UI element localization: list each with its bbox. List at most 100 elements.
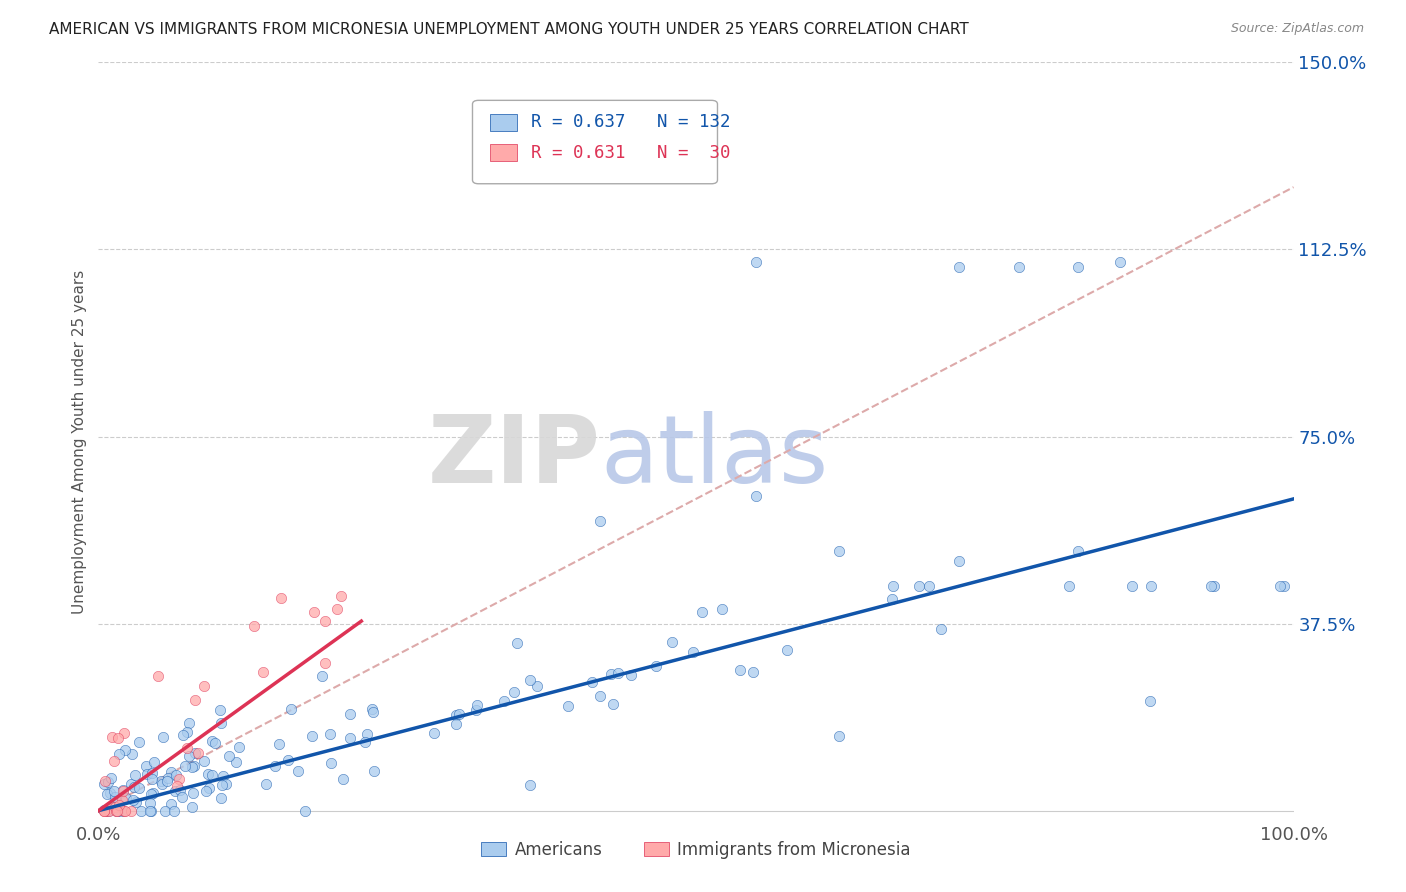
Point xyxy=(1057,579,1080,593)
Point xyxy=(1109,255,1132,269)
Point xyxy=(287,764,309,778)
Point xyxy=(167,772,190,786)
Point xyxy=(163,783,186,797)
Point xyxy=(141,787,163,801)
Point xyxy=(177,716,200,731)
Point xyxy=(218,748,240,763)
Point xyxy=(108,747,131,761)
Point xyxy=(252,665,274,679)
Point xyxy=(209,716,232,731)
Point xyxy=(602,697,624,711)
Point xyxy=(1067,544,1090,558)
Point xyxy=(138,796,160,810)
Point xyxy=(122,793,145,807)
Point xyxy=(505,636,527,650)
Point xyxy=(918,579,941,593)
Point xyxy=(330,590,353,604)
Point xyxy=(948,554,970,568)
Point xyxy=(110,793,132,807)
Point xyxy=(929,622,952,636)
Point xyxy=(280,702,302,716)
Point xyxy=(101,730,124,744)
Point xyxy=(93,804,115,818)
Point xyxy=(301,730,323,744)
Point xyxy=(94,804,117,818)
Point xyxy=(828,544,851,558)
Point xyxy=(201,768,224,782)
Point xyxy=(208,703,231,717)
Point xyxy=(589,514,612,528)
Point xyxy=(142,786,165,800)
Point xyxy=(710,602,733,616)
Point xyxy=(169,783,191,797)
Point xyxy=(105,804,128,818)
Point xyxy=(166,779,188,793)
Point xyxy=(111,804,134,818)
Point xyxy=(128,735,150,749)
Point xyxy=(270,591,292,606)
Point xyxy=(204,736,226,750)
Point xyxy=(172,728,194,742)
Text: atlas: atlas xyxy=(600,410,828,503)
Bar xyxy=(491,145,517,161)
Point xyxy=(526,679,548,693)
Point xyxy=(356,727,378,741)
Point xyxy=(661,635,683,649)
Point xyxy=(228,739,250,754)
Point xyxy=(163,804,186,818)
Point xyxy=(104,800,127,814)
Point xyxy=(361,701,384,715)
Point xyxy=(187,746,209,760)
Text: ZIP: ZIP xyxy=(427,410,600,503)
Point xyxy=(111,783,134,797)
Point xyxy=(124,767,146,781)
Point xyxy=(150,777,173,791)
Point xyxy=(93,803,115,817)
Point xyxy=(103,783,125,797)
Point xyxy=(131,804,153,818)
Point xyxy=(581,674,603,689)
Point xyxy=(269,737,291,751)
Point xyxy=(139,804,162,818)
Point xyxy=(339,706,361,721)
Point xyxy=(948,260,970,274)
Point xyxy=(211,778,233,792)
Point xyxy=(730,663,752,677)
Point xyxy=(93,804,115,818)
Point xyxy=(828,729,851,743)
Point xyxy=(449,706,471,721)
Point xyxy=(128,780,150,795)
Point xyxy=(339,731,361,745)
Point xyxy=(170,789,193,804)
Point xyxy=(176,725,198,739)
Point xyxy=(465,703,488,717)
Point xyxy=(160,797,183,812)
Point xyxy=(318,727,340,741)
Point xyxy=(1204,579,1226,593)
Point xyxy=(139,804,162,818)
Point xyxy=(157,772,180,786)
Point xyxy=(644,658,666,673)
Point xyxy=(209,791,232,805)
Point xyxy=(254,777,277,791)
Point xyxy=(112,783,135,797)
Point xyxy=(302,605,325,619)
Point xyxy=(321,756,343,770)
Point xyxy=(264,759,287,773)
Point xyxy=(519,673,541,687)
Point xyxy=(142,755,165,769)
Point xyxy=(198,781,221,796)
Point xyxy=(492,694,515,708)
Point xyxy=(193,754,215,768)
Point xyxy=(212,769,235,783)
FancyBboxPatch shape xyxy=(472,101,717,184)
Point xyxy=(150,773,173,788)
Point xyxy=(423,726,446,740)
Point xyxy=(121,747,143,761)
Point xyxy=(225,755,247,769)
Y-axis label: Unemployment Among Youth under 25 years: Unemployment Among Youth under 25 years xyxy=(72,269,87,614)
Point xyxy=(1067,260,1090,274)
Point xyxy=(183,759,205,773)
Point xyxy=(181,799,204,814)
Point xyxy=(589,689,612,703)
